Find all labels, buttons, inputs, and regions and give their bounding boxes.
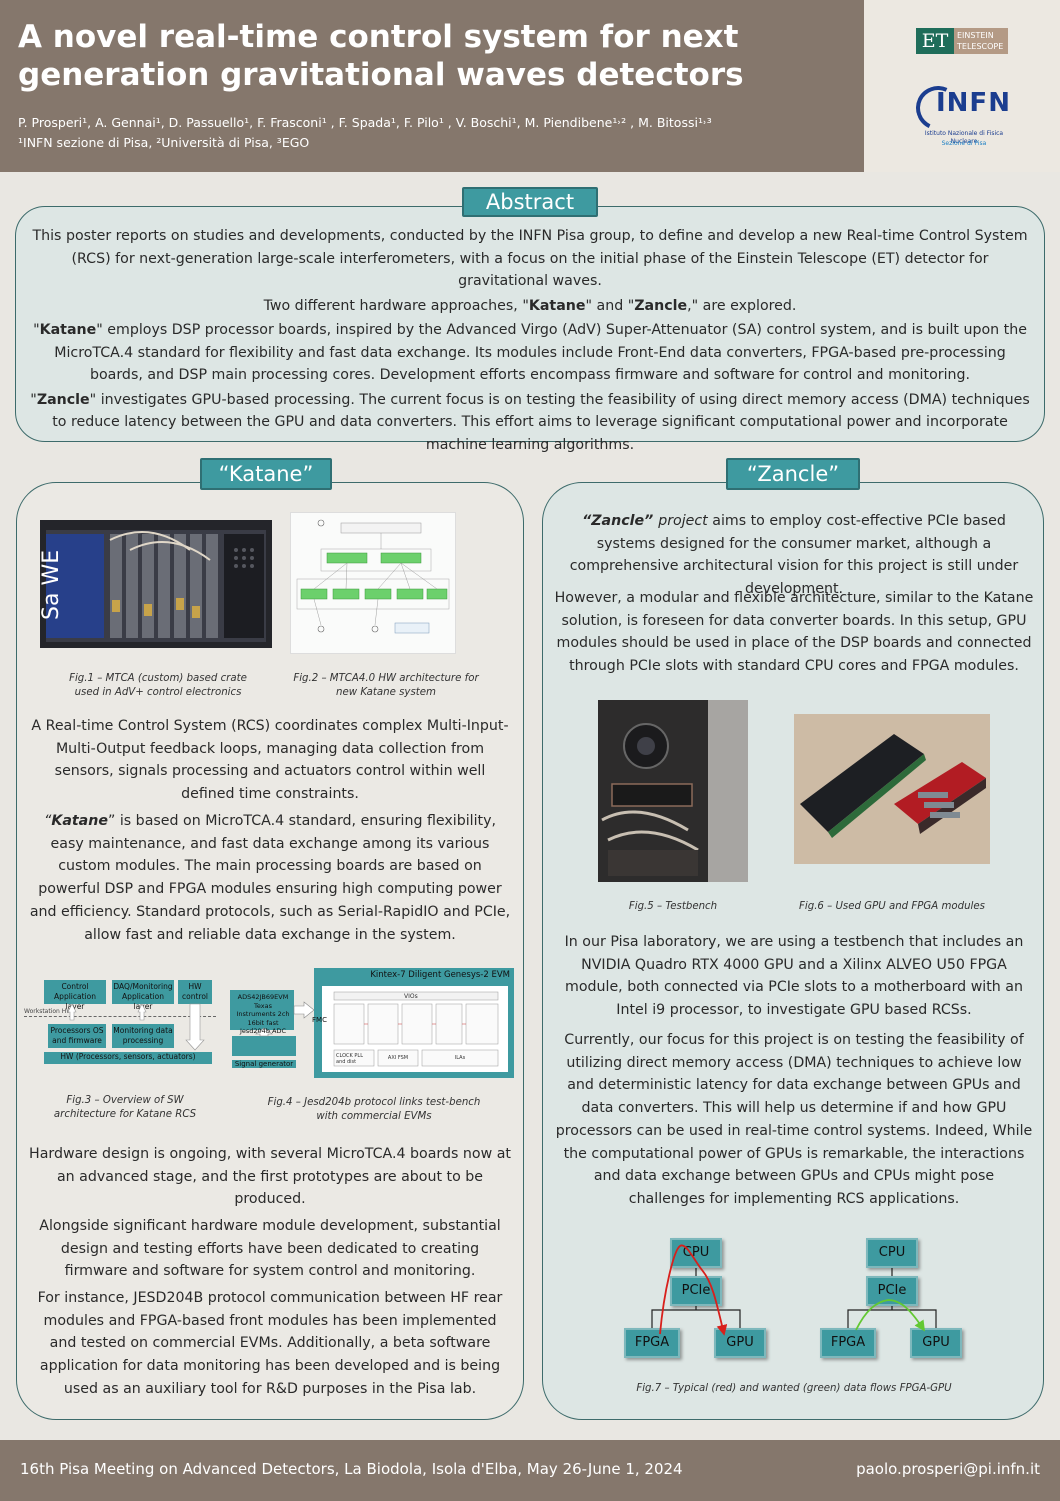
fig3-hw-control: HW control [178, 980, 212, 1004]
et-text-1: EINSTEIN [957, 31, 994, 40]
zancle-p2: However, a modular and flexible architec… [554, 590, 1034, 675]
fig3-divider [24, 1016, 216, 1017]
fig3-processors-os: Processors OS and firmware [48, 1024, 106, 1048]
abstract-katane-word: Katane [528, 297, 586, 314]
zancle-p3: In our Pisa laboratory, we are using a t… [564, 934, 1024, 1019]
logo-area: ET EINSTEIN TELESCOPE INFN Istituto Nazi… [864, 0, 1060, 172]
zancle-tab: “Zancle” [726, 458, 860, 490]
abstract-p1b-mid: " and " [585, 297, 635, 314]
poster-footer: 16th Pisa Meeting on Advanced Detectors,… [0, 1440, 1060, 1501]
abstract-p1b-post: ," are explored. [687, 297, 797, 314]
fig1-mtca-crate-photo: Sa WE [40, 520, 272, 648]
fig7-right-gpu: GPU [910, 1328, 962, 1358]
zancle-p1-rest: aims to employ cost-effective PCIe based… [569, 513, 1019, 598]
katane-p2-rest: ” is based on MicroTCA.4 standard, ensur… [29, 813, 511, 943]
abstract-p2: "Katane" employs DSP processor boards, i… [28, 319, 1032, 387]
fig7-red-flow [659, 1244, 728, 1336]
fig7-data-flow-diagram: CPU PCIe FPGA GPU CPU PCIe FPGA GPU [620, 1230, 980, 1370]
fig4-caption: Fig.4 – Jesd204b protocol links test-ben… [267, 1097, 481, 1122]
zancle-p1-project: project [658, 513, 708, 529]
abstract-p3: "Zancle" investigates GPU-based processi… [28, 389, 1032, 457]
poster-header: A novel real-time control system for nex… [0, 0, 1060, 172]
affiliations-line: ¹INFN sezione di Pisa, ²Università di Pi… [18, 135, 310, 150]
conference-info: 16th Pisa Meeting on Advanced Detectors,… [20, 1460, 683, 1478]
fig7-green-flow [855, 1299, 925, 1332]
fig7-caption: Fig.7 – Typical (red) and wanted (green)… [636, 1383, 952, 1394]
infn-section: Sezione di Pisa [941, 140, 987, 147]
abstract-zancle-word: Zancle [634, 297, 688, 314]
fig1-crate-label: Sa WE [40, 550, 64, 620]
abstract-p2-quote: " [33, 322, 40, 338]
fig7-right-fpga: FPGA [820, 1328, 876, 1358]
infn-subtitle: Istituto Nazionale di Fisica Nucleare [924, 130, 1004, 145]
abstract-p3-zancle: Zancle [36, 391, 90, 408]
fig3-workstation-label: Workstation HW [24, 1008, 73, 1015]
abstract-section: This poster reports on studies and devel… [15, 206, 1045, 453]
fig2-caption: Fig.2 – MTCA4.0 HW architecture for new … [293, 673, 479, 698]
fig5-caption: Fig.5 – Testbench [628, 901, 718, 912]
fig4-fmc-label: FMC [312, 1016, 327, 1024]
fig7-left-cpu: CPU [670, 1238, 722, 1268]
zancle-p1: “Zancle” project aims to employ cost-eff… [554, 510, 1034, 601]
fig5-testbench-photo [598, 700, 748, 882]
fig3-caption: Fig.3 – Overview of SW architecture for … [53, 1095, 197, 1120]
fig7-left-pcie: PCIe [670, 1276, 722, 1306]
abstract-p1b: Two different hardware approaches, "Kata… [28, 295, 1032, 318]
infn-mark: INFN [936, 88, 1011, 118]
zancle-p4: Currently, our focus for this project is… [555, 1032, 1033, 1207]
abstract-p1b-pre: Two different hardware approaches, " [263, 297, 529, 314]
katane-tab: “Katane” [200, 458, 332, 490]
fig4-adc-label: ADS42JB69EVM Texas Instruments 2ch 16bit… [236, 993, 290, 1035]
fig3-monitoring-data: Monitoring data processing [112, 1024, 174, 1048]
katane-p4: Alongside significant hardware module de… [39, 1218, 501, 1280]
et-text-2: TELESCOPE [957, 42, 1004, 51]
katane-p3: Hardware design is ongoing, with several… [29, 1146, 511, 1208]
et-text: EINSTEIN TELESCOPE [954, 28, 1008, 54]
abstract-tab: Abstract [462, 187, 598, 217]
fig4-signal-generator: Signal generator [232, 1060, 296, 1068]
author-list: P. Prosperi¹, A. Gennai¹, D. Passuello¹,… [18, 113, 712, 153]
einstein-telescope-logo: ET EINSTEIN TELESCOPE [916, 28, 1008, 54]
zancle-p1-name: “Zancle” [582, 513, 659, 529]
fig3-hw-layer: HW (Processors, sensors, actuators) [44, 1052, 212, 1064]
abstract-p2-katane: Katane [39, 322, 97, 338]
poster-title: A novel real-time control system for nex… [18, 19, 744, 93]
et-mark: ET [916, 28, 954, 54]
fig4-ilas-label: ILAs [454, 1055, 466, 1061]
zancle-section [542, 482, 1044, 1420]
fig2-mtca4-architecture-diagram [290, 512, 456, 654]
fig4-kintex-title: Kintex-7 Diligent Genesys-2 EVM [370, 970, 510, 980]
authors-line: P. Prosperi¹, A. Gennai¹, D. Passuello¹,… [18, 115, 712, 130]
fig6-gpu-fpga-photo [794, 714, 990, 864]
abstract-p3-rest: " investigates GPU-based processing. The… [52, 391, 1030, 453]
katane-p1: A Real-time Control System (RCS) coordin… [31, 718, 509, 803]
abstract-p1: This poster reports on studies and devel… [32, 228, 1028, 289]
katane-p5: For instance, JESD204B protocol communic… [37, 1290, 503, 1397]
fig4-clock-label: CLOCK PLL and dist [336, 1053, 363, 1065]
katane-p2-name: Katane [51, 813, 108, 829]
abstract-p3-quote: " [30, 391, 37, 408]
katane-p2: “Katane” is based on MicroTCA.4 standard… [28, 810, 512, 946]
fig7-right-cpu: CPU [866, 1238, 918, 1268]
fig4-jesd204b-testbench-diagram: ADS42JB69EVM Texas Instruments 2ch 16bit… [230, 966, 516, 1080]
contact-email[interactable]: paolo.prosperi@pi.infn.it [856, 1460, 1040, 1478]
fig7-left-fpga: FPGA [624, 1328, 680, 1358]
abstract-p2-rest: " employs DSP processor boards, inspired… [54, 322, 1027, 383]
fig4-vios-label: VIOs [404, 993, 418, 1000]
fig3-sw-architecture-diagram: Control Application layer DAQ/Monitoring… [24, 980, 216, 1072]
katane-p2-quote: “ [43, 813, 52, 829]
fig3-control-layer: Control Application layer [44, 980, 106, 1011]
fig6-caption: Fig.6 – Used GPU and FPGA modules [799, 901, 985, 912]
infn-logo: INFN Istituto Nazionale di Fisica Nuclea… [909, 79, 1012, 154]
fig4-axi-label: AXI FSM [387, 1055, 409, 1061]
fig1-caption: Fig.1 – MTCA (custom) based crate used i… [69, 673, 247, 698]
